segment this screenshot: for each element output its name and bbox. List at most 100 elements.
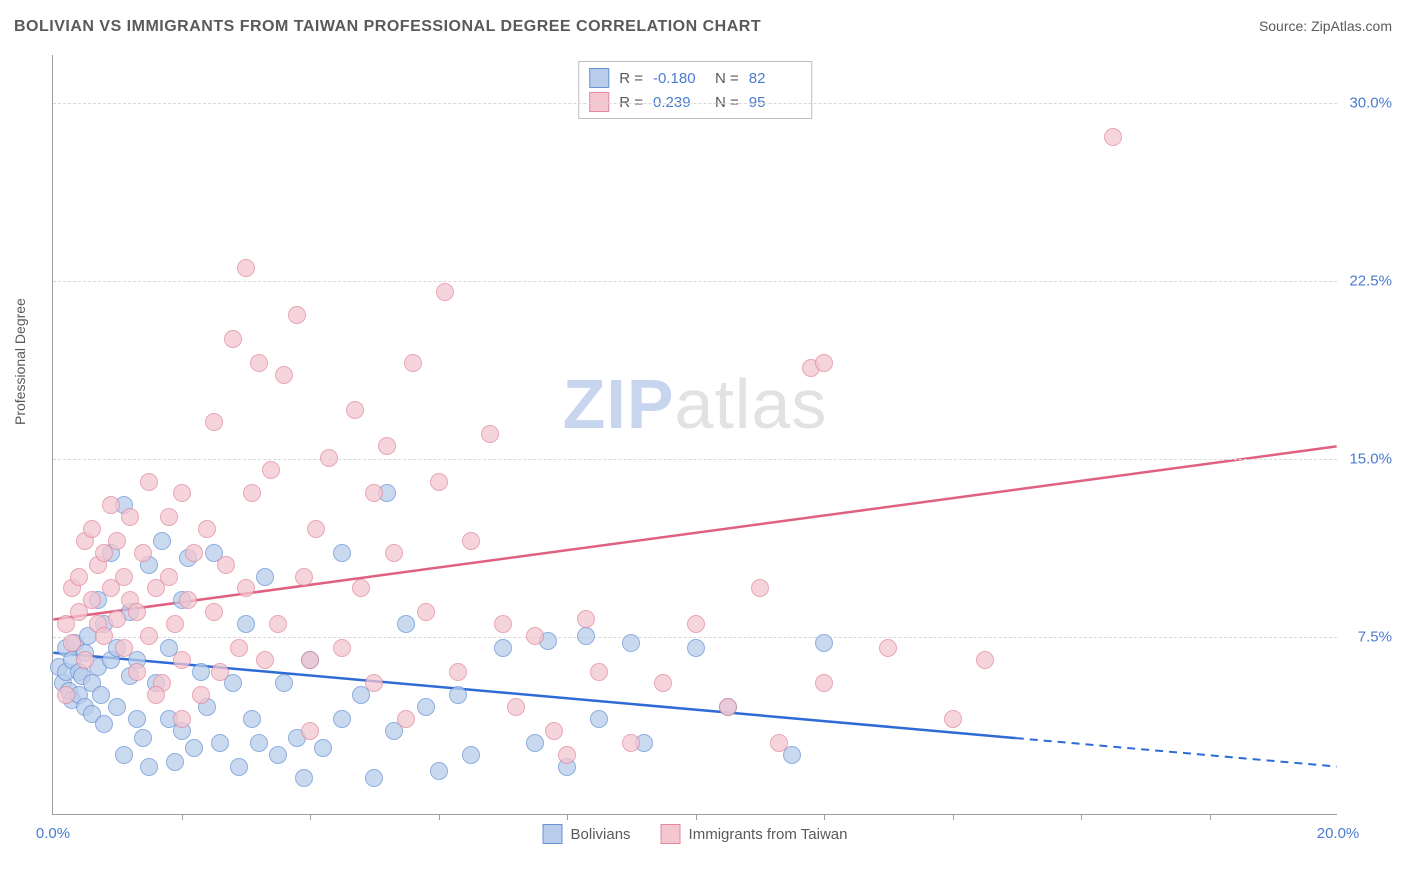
data-point-taiwan: [224, 330, 242, 348]
data-point-taiwan: [654, 674, 672, 692]
data-point-taiwan: [507, 698, 525, 716]
data-point-bolivians: [417, 698, 435, 716]
data-point-bolivians: [397, 615, 415, 633]
data-point-taiwan: [108, 532, 126, 550]
data-point-bolivians: [140, 758, 158, 776]
data-point-taiwan: [301, 722, 319, 740]
y-axis-title: Professional Degree: [12, 298, 28, 425]
r-label: R =: [619, 70, 643, 87]
correlation-legend: R = -0.180 N = 82 R = 0.239 N = 95: [578, 61, 812, 119]
data-point-bolivians: [230, 758, 248, 776]
data-point-bolivians: [128, 710, 146, 728]
data-point-taiwan: [262, 461, 280, 479]
trend-lines-layer: [53, 55, 1337, 814]
data-point-taiwan: [147, 686, 165, 704]
r-value-bolivians: -0.180: [653, 70, 705, 87]
data-point-taiwan: [243, 484, 261, 502]
data-point-taiwan: [205, 413, 223, 431]
x-tick: [953, 814, 954, 820]
y-tick-label: 30.0%: [1342, 94, 1392, 111]
data-point-taiwan: [430, 473, 448, 491]
data-point-taiwan: [83, 591, 101, 609]
data-point-taiwan: [115, 568, 133, 586]
data-point-taiwan: [140, 473, 158, 491]
x-tick: [310, 814, 311, 820]
data-point-taiwan: [192, 686, 210, 704]
data-point-taiwan: [179, 591, 197, 609]
data-point-taiwan: [558, 746, 576, 764]
y-tick-label: 15.0%: [1342, 450, 1392, 467]
data-point-bolivians: [333, 710, 351, 728]
data-point-taiwan: [301, 651, 319, 669]
series-legend: Bolivians Immigrants from Taiwan: [543, 824, 848, 844]
data-point-taiwan: [462, 532, 480, 550]
data-point-bolivians: [526, 734, 544, 752]
data-point-bolivians: [269, 746, 287, 764]
data-point-taiwan: [770, 734, 788, 752]
data-point-taiwan: [687, 615, 705, 633]
data-point-bolivians: [275, 674, 293, 692]
data-point-taiwan: [333, 639, 351, 657]
data-point-taiwan: [128, 663, 146, 681]
legend-swatch-bolivians-icon: [543, 824, 563, 844]
data-point-taiwan: [751, 579, 769, 597]
data-point-taiwan: [173, 651, 191, 669]
data-point-bolivians: [590, 710, 608, 728]
data-point-bolivians: [250, 734, 268, 752]
y-tick-label: 22.5%: [1342, 272, 1392, 289]
data-point-taiwan: [237, 579, 255, 597]
data-point-bolivians: [237, 615, 255, 633]
data-point-taiwan: [173, 484, 191, 502]
data-point-bolivians: [166, 753, 184, 771]
data-point-taiwan: [404, 354, 422, 372]
data-point-taiwan: [217, 556, 235, 574]
n-label: N =: [715, 70, 739, 87]
data-point-taiwan: [815, 354, 833, 372]
x-tick-label: 20.0%: [1317, 825, 1360, 842]
data-point-taiwan: [256, 651, 274, 669]
data-point-taiwan: [590, 663, 608, 681]
data-point-taiwan: [365, 674, 383, 692]
data-point-bolivians: [134, 729, 152, 747]
data-point-taiwan: [185, 544, 203, 562]
data-point-bolivians: [243, 710, 261, 728]
data-point-bolivians: [95, 715, 113, 733]
legend-row-bolivians: R = -0.180 N = 82: [589, 66, 801, 90]
data-point-bolivians: [115, 746, 133, 764]
data-point-bolivians: [494, 639, 512, 657]
data-point-taiwan: [944, 710, 962, 728]
data-point-taiwan: [269, 615, 287, 633]
grid-line: [53, 459, 1337, 460]
data-point-bolivians: [622, 634, 640, 652]
data-point-taiwan: [76, 651, 94, 669]
x-tick: [1081, 814, 1082, 820]
legend-swatch-taiwan-icon: [661, 824, 681, 844]
data-point-taiwan: [879, 639, 897, 657]
data-point-taiwan: [250, 354, 268, 372]
data-point-taiwan: [976, 651, 994, 669]
data-point-bolivians: [815, 634, 833, 652]
data-point-taiwan: [815, 674, 833, 692]
data-point-taiwan: [622, 734, 640, 752]
grid-line: [53, 103, 1337, 104]
data-point-taiwan: [346, 401, 364, 419]
data-point-bolivians: [211, 734, 229, 752]
data-point-taiwan: [115, 639, 133, 657]
data-point-bolivians: [192, 663, 210, 681]
data-point-taiwan: [526, 627, 544, 645]
data-point-taiwan: [102, 496, 120, 514]
data-point-taiwan: [140, 627, 158, 645]
data-point-taiwan: [449, 663, 467, 681]
legend-item-bolivians: Bolivians: [543, 824, 631, 844]
data-point-taiwan: [417, 603, 435, 621]
x-tick: [1210, 814, 1211, 820]
data-point-taiwan: [198, 520, 216, 538]
data-point-taiwan: [378, 437, 396, 455]
data-point-bolivians: [92, 686, 110, 704]
data-point-taiwan: [481, 425, 499, 443]
plot-region: ZIPatlas R = -0.180 N = 82 R = 0.239 N =…: [52, 55, 1337, 815]
data-point-bolivians: [687, 639, 705, 657]
data-point-taiwan: [352, 579, 370, 597]
watermark: ZIPatlas: [563, 364, 828, 444]
data-point-taiwan: [288, 306, 306, 324]
